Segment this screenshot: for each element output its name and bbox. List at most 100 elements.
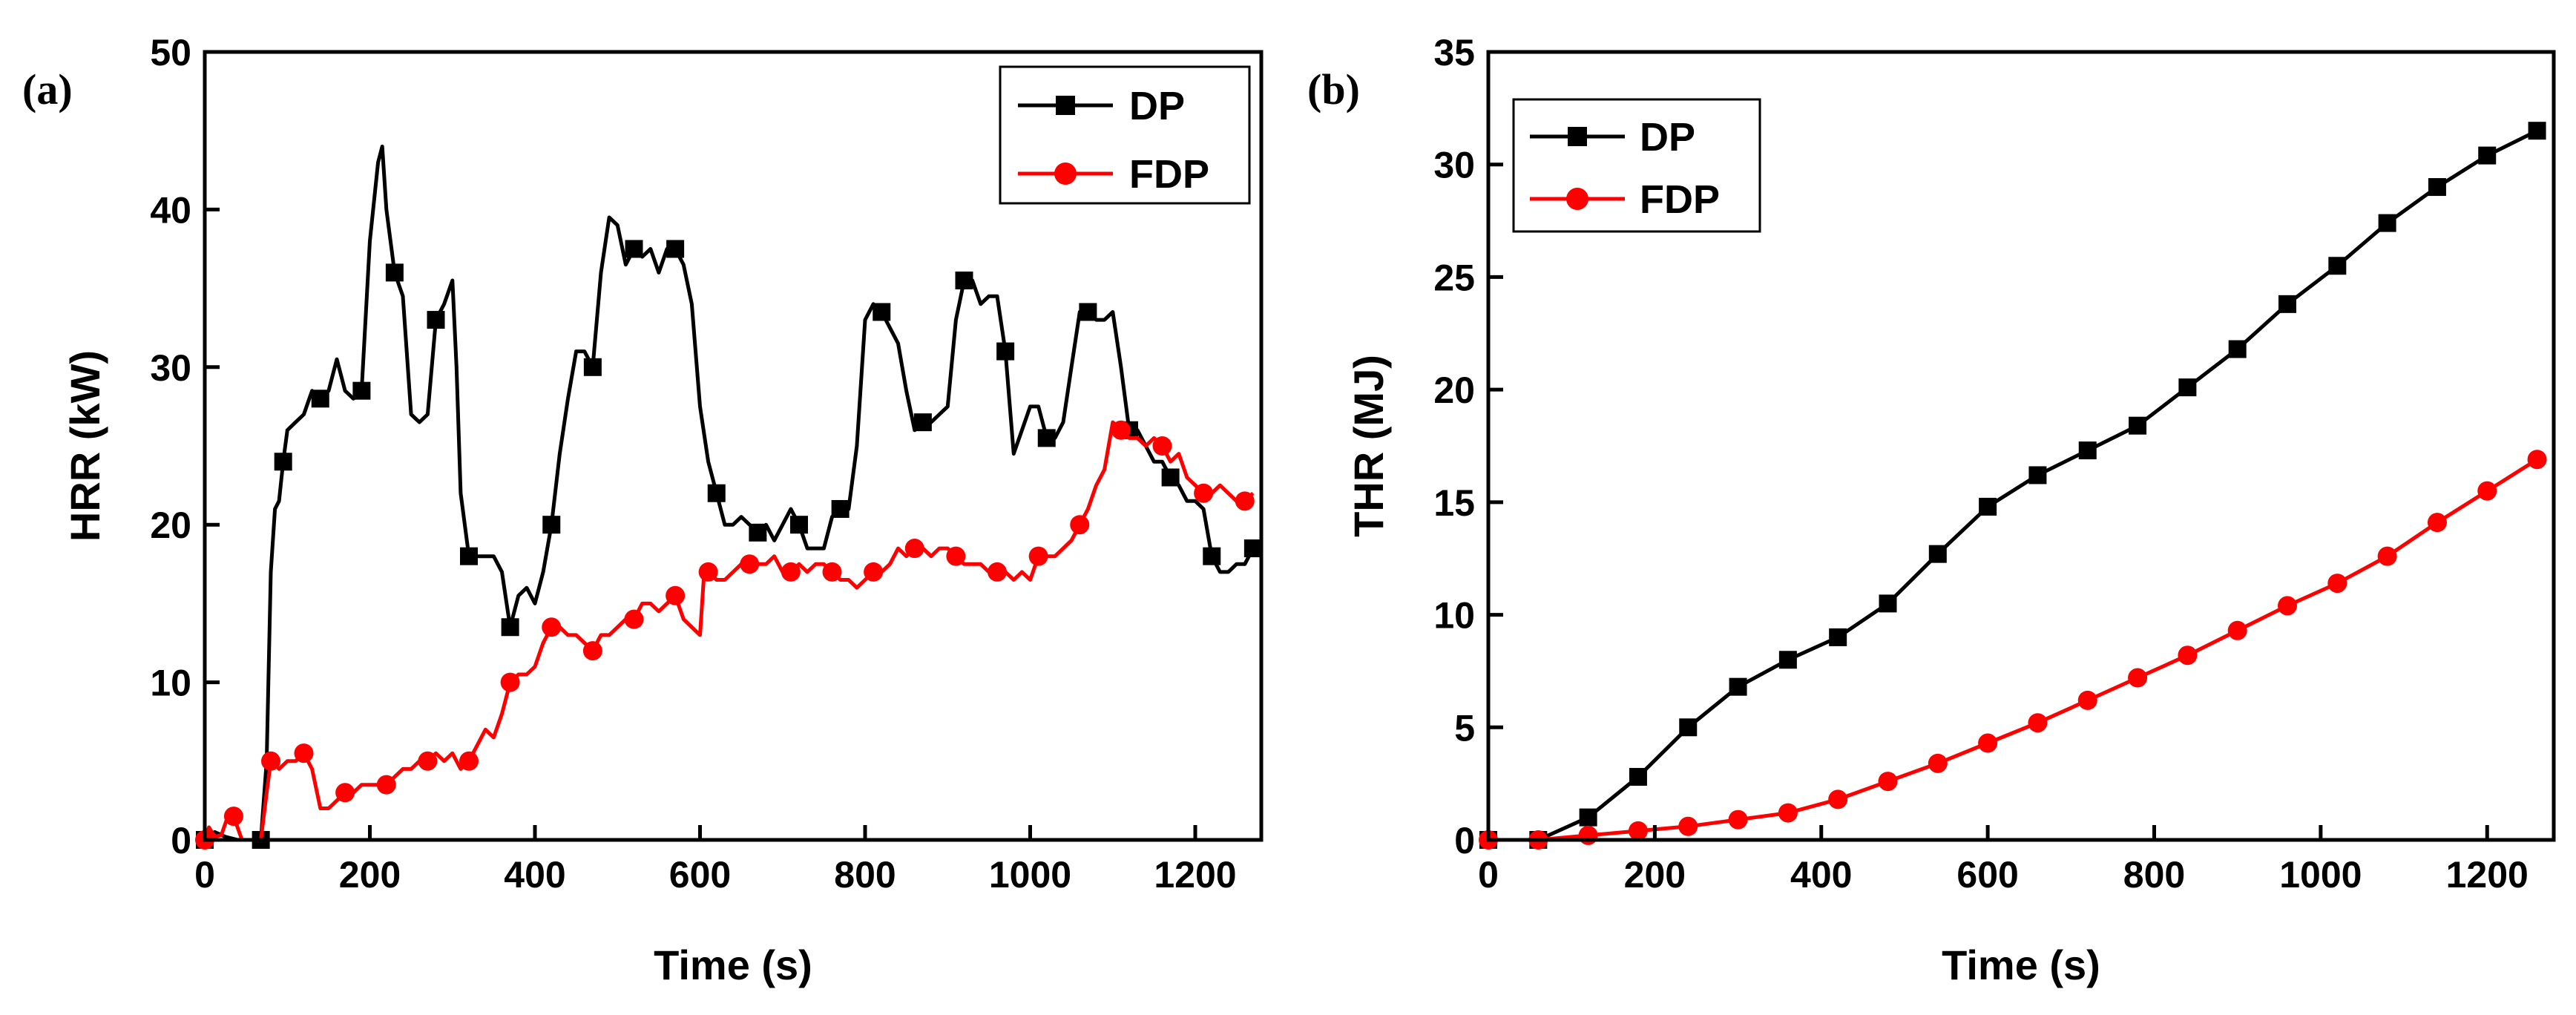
data-point-dp — [666, 240, 685, 258]
legend-dp-marker — [1056, 96, 1075, 115]
data-point-dp — [274, 453, 292, 471]
series-line-fdp — [1488, 458, 2538, 842]
data-point-dp — [1928, 545, 1947, 563]
x-tick-label: 400 — [504, 854, 565, 896]
data-point-fdp — [582, 641, 602, 661]
series-line-dp — [203, 144, 1255, 842]
data-point-dp — [1879, 594, 1897, 613]
data-point-fdp — [1028, 546, 1048, 566]
data-point-fdp — [223, 807, 243, 827]
panel-a-x-axis-label: Time (s) — [654, 942, 812, 988]
data-point-fdp — [1628, 821, 1648, 841]
data-point-dp — [873, 303, 891, 321]
data-point-fdp — [946, 546, 966, 566]
data-point-fdp — [1728, 809, 1748, 830]
data-point-fdp — [459, 751, 479, 771]
panel-a-series — [195, 144, 1262, 850]
x-tick-label: 200 — [1624, 854, 1686, 896]
data-point-dp — [385, 263, 404, 282]
data-point-fdp — [1678, 816, 1698, 836]
data-point-dp — [625, 240, 643, 258]
x-tick-label: 1000 — [2279, 854, 2362, 896]
data-point-dp — [1979, 497, 1997, 516]
data-point-dp — [2328, 257, 2347, 275]
y-tick-label: 0 — [171, 820, 191, 861]
data-point-fdp — [1778, 803, 1798, 823]
x-tick-label: 0 — [1478, 854, 1499, 896]
panel-a-plot-frame — [203, 50, 1264, 842]
x-tick-label: 400 — [1790, 854, 1852, 896]
panel-a-label: (a) — [22, 65, 73, 114]
data-point-dp — [913, 413, 932, 432]
y-tick-label: 10 — [1433, 595, 1475, 637]
data-point-dp — [1729, 677, 1747, 696]
data-point-fdp — [2178, 646, 2198, 666]
data-point-fdp — [2527, 450, 2547, 470]
y-tick-label: 50 — [150, 32, 191, 73]
x-tick-label: 1200 — [2446, 854, 2529, 896]
data-point-fdp — [418, 751, 438, 771]
panel-a-ticks: 0 200 400 600 800 1000 1200 0 10 20 30 40 50 — [150, 32, 1236, 896]
data-point-dp — [2078, 441, 2097, 460]
data-point-dp — [427, 311, 445, 329]
legend-dp-marker — [1568, 127, 1587, 146]
data-point-fdp — [2477, 481, 2497, 501]
panel-a-y-axis-label: HRR (kW) — [62, 350, 108, 542]
data-point-dp — [1778, 651, 1797, 669]
data-point-fdp — [2327, 574, 2347, 594]
data-point-fdp — [2128, 668, 2148, 688]
y-tick-label: 25 — [1433, 257, 1475, 298]
panel-b-legend: DP FDP — [1512, 98, 1761, 233]
y-tick-label: 15 — [1433, 482, 1475, 524]
y-tick-label: 30 — [150, 347, 191, 389]
data-point-dp — [460, 547, 478, 565]
data-point-fdp — [2227, 620, 2247, 640]
data-point-dp — [2178, 378, 2197, 397]
data-point-dp — [1579, 808, 1597, 827]
data-point-fdp — [1978, 733, 1998, 753]
data-point-dp — [1243, 539, 1262, 558]
data-point-fdp — [666, 585, 686, 605]
x-tick-label: 1000 — [989, 854, 1071, 896]
panel-b-plot-frame — [1486, 50, 2556, 842]
data-point-fdp — [261, 751, 280, 771]
data-point-dp — [2478, 146, 2497, 165]
data-point-dp — [749, 523, 767, 542]
data-point-dp — [1079, 303, 1097, 321]
panel-b-y-axis-label: THR (MJ) — [1345, 355, 1392, 537]
x-tick-label: 600 — [669, 854, 731, 896]
legend-fdp-label: FDP — [1129, 152, 1209, 197]
data-point-fdp — [500, 672, 520, 692]
data-point-fdp — [2278, 596, 2297, 616]
data-point-dp — [2428, 178, 2446, 197]
data-point-fdp — [740, 554, 760, 574]
panel-b-legend-box — [1512, 98, 1761, 233]
data-point-dp — [1203, 547, 1221, 565]
legend-fdp-marker — [1054, 162, 1077, 185]
data-point-dp — [583, 358, 602, 376]
data-point-dp — [955, 271, 973, 289]
data-point-dp — [2528, 122, 2546, 140]
data-point-fdp — [781, 562, 801, 582]
panel-b-chart: (b) 0 200 400 600 800 1000 120005101520253035 … — [1307, 32, 2556, 988]
panel-b-x-axis-label: Time (s) — [1942, 942, 2100, 988]
data-point-fdp — [1828, 789, 1848, 809]
x-tick-label: 800 — [834, 854, 896, 896]
data-point-dp — [831, 499, 850, 518]
panel-a-legend: DP FDP — [999, 65, 1251, 205]
legend-dp-label: DP — [1640, 115, 1695, 160]
data-point-fdp — [294, 743, 314, 763]
x-tick-label: 1200 — [1154, 854, 1236, 896]
legend-fdp-marker — [1566, 188, 1588, 210]
data-point-fdp — [1235, 491, 1255, 511]
data-point-dp — [501, 618, 519, 637]
y-tick-label: 20 — [1433, 369, 1475, 411]
data-point-fdp — [376, 775, 396, 795]
y-tick-label: 0 — [1454, 820, 1475, 861]
legend-dp-label: DP — [1129, 84, 1185, 128]
data-point-dp — [790, 516, 808, 534]
data-point-fdp — [335, 783, 355, 803]
data-point-dp — [1161, 468, 1180, 487]
data-point-dp — [542, 516, 561, 534]
